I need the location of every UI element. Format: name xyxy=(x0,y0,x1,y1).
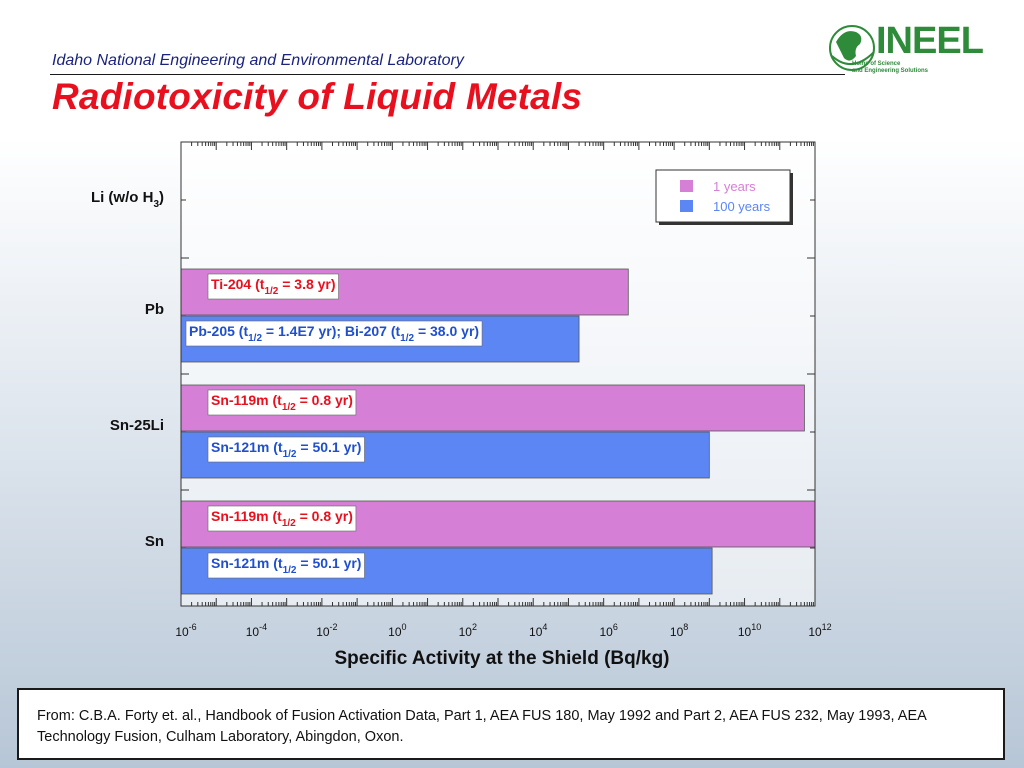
text-run: Ti-204 (t xyxy=(211,276,265,292)
y-category-label: Sn xyxy=(145,533,164,550)
header-divider xyxy=(50,74,845,75)
x-tick-base: 10 xyxy=(316,625,330,639)
page-title: Radiotoxicity of Liquid Metals xyxy=(52,76,583,117)
x-tick-exponent: 0 xyxy=(402,622,407,632)
ineel-logo-icon xyxy=(829,25,875,71)
subscript: 1/2 xyxy=(282,402,296,413)
bar-annotation: Sn-121m (t1/2 = 50.1 yr) xyxy=(211,555,361,576)
x-tick-exponent: 6 xyxy=(613,622,618,632)
text-run: Sn xyxy=(145,533,164,550)
legend-label: 1 years xyxy=(713,179,756,194)
subscript: 1/2 xyxy=(264,286,278,297)
bar-annotation: Sn-119m (t1/2 = 0.8 yr) xyxy=(211,508,353,529)
subscript: 1/2 xyxy=(283,565,297,576)
legend-swatch xyxy=(680,180,693,192)
x-tick-exponent: 8 xyxy=(683,622,688,632)
text-run: Sn-119m (t xyxy=(211,508,282,524)
annotation-background xyxy=(207,552,365,579)
logo-tagline: Home of Science and Engineering Solution… xyxy=(852,61,972,75)
text-run: = 50.1 yr) xyxy=(296,555,361,571)
subscript: 1/2 xyxy=(400,333,414,344)
x-tick-exponent: -6 xyxy=(189,622,197,632)
text-run: Sn-119m (t xyxy=(211,392,282,408)
subscript: 3 xyxy=(153,199,159,210)
text-run: = 0.8 yr) xyxy=(296,508,353,524)
x-tick-label: 10-2 xyxy=(316,622,337,639)
x-tick-base: 10 xyxy=(459,625,473,639)
text-run: Li (w/o H xyxy=(91,189,154,206)
x-tick-base: 10 xyxy=(599,625,613,639)
legend-box xyxy=(655,169,791,223)
text-run: = 1.4E7 yr); Bi-207 (t xyxy=(262,323,400,339)
y-category-label: Pb xyxy=(145,301,164,318)
x-tick-label: 102 xyxy=(459,622,477,639)
annotation-background xyxy=(207,436,365,463)
text-run: ) xyxy=(159,189,164,206)
annotation-background xyxy=(207,389,357,416)
x-tick-label: 1010 xyxy=(738,622,761,639)
x-tick-label: 10-6 xyxy=(175,622,196,639)
text-run: = 3.8 yr) xyxy=(278,276,335,292)
logo-tagline-line-1: Home of Science xyxy=(852,61,901,67)
x-tick-label: 10-4 xyxy=(246,622,267,639)
x-axis-title: Specific Activity at the Shield (Bq/kg) xyxy=(334,648,669,669)
x-tick-exponent: 2 xyxy=(472,622,477,632)
x-tick-label: 108 xyxy=(670,622,688,639)
x-tick-exponent: 10 xyxy=(751,622,761,632)
legend-label: 100 years xyxy=(713,199,771,214)
x-tick-exponent: -2 xyxy=(330,622,338,632)
x-tick-label: 1012 xyxy=(808,622,831,639)
x-tick-label: 106 xyxy=(599,622,617,639)
y-category-label: Li (w/o H3) xyxy=(91,189,164,210)
logo-wordmark: INEEL xyxy=(876,20,984,62)
x-tick-base: 10 xyxy=(738,625,752,639)
x-tick-base: 10 xyxy=(388,625,402,639)
annotation-background xyxy=(207,273,339,300)
logo-tagline-line-2: and Engineering Solutions xyxy=(852,68,929,74)
organization-name: Idaho National Engineering and Environme… xyxy=(52,52,464,69)
text-run: Sn-25Li xyxy=(110,417,164,434)
x-tick-exponent: 4 xyxy=(542,622,547,632)
text-run: = 38.0 yr) xyxy=(414,323,479,339)
text-run: = 50.1 yr) xyxy=(296,439,361,455)
annotation-background xyxy=(185,320,483,347)
subscript: 1/2 xyxy=(282,518,296,529)
bar-annotation: Sn-119m (t1/2 = 0.8 yr) xyxy=(211,392,353,413)
x-tick-base: 10 xyxy=(670,625,684,639)
subscript: 1/2 xyxy=(283,449,297,460)
x-tick-exponent: -4 xyxy=(259,622,267,632)
x-tick-exponent: 12 xyxy=(822,622,832,632)
y-category-label: Sn-25Li xyxy=(110,417,164,434)
x-tick-base: 10 xyxy=(808,625,822,639)
text-run: = 0.8 yr) xyxy=(296,392,353,408)
text-run: Pb-205 (t xyxy=(189,323,248,339)
x-tick-label: 100 xyxy=(388,622,406,639)
x-tick-base: 10 xyxy=(246,625,260,639)
bar-annotation: Pb-205 (t1/2 = 1.4E7 yr); Bi-207 (t1/2 =… xyxy=(189,323,479,344)
activity-bar-chart: 10-6 10-4 10-2 100 102 104 106 108 1010 1012Speci… xyxy=(91,141,832,669)
bar-annotation: Ti-204 (t1/2 = 3.8 yr) xyxy=(211,276,336,297)
legend-swatch xyxy=(680,200,693,212)
subscript: 1/2 xyxy=(248,333,262,344)
x-tick-base: 10 xyxy=(175,625,189,639)
text-run: Sn-121m (t xyxy=(211,555,283,571)
text-run: Sn-121m (t xyxy=(211,439,283,455)
source-citation: From: C.B.A. Forty et. al., Handbook of … xyxy=(17,688,1005,760)
x-tick-label: 104 xyxy=(529,622,547,639)
annotation-background xyxy=(207,505,357,532)
text-run: Pb xyxy=(145,301,164,318)
x-tick-base: 10 xyxy=(529,625,543,639)
bar-annotation: Sn-121m (t1/2 = 50.1 yr) xyxy=(211,439,361,460)
